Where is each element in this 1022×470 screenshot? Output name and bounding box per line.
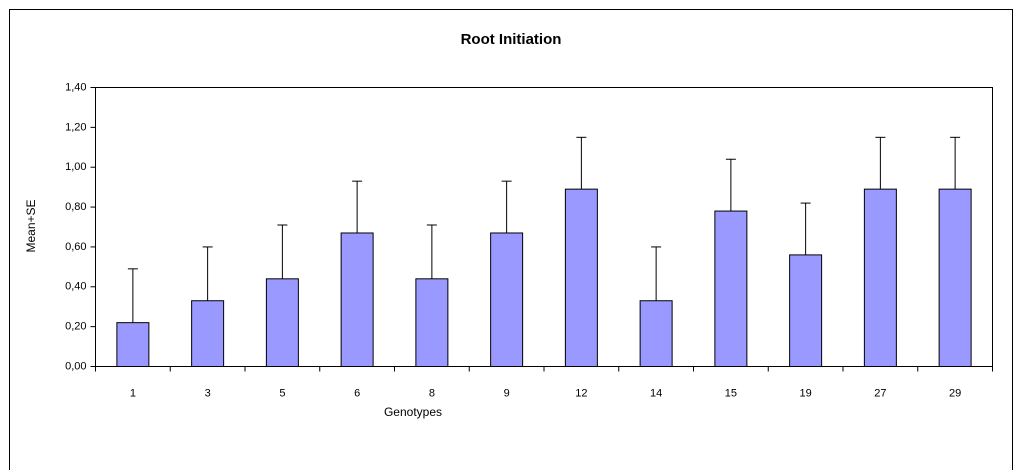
x-tick-label: 9: [504, 387, 510, 399]
bar: [938, 188, 972, 367]
error-bar: [127, 268, 138, 323]
bar: [863, 188, 897, 367]
error-bar: [277, 224, 288, 279]
bar: [490, 232, 524, 367]
chart-title: Root Initiation: [461, 31, 562, 48]
error-bar: [875, 136, 886, 190]
y-tick-label: 0,40: [65, 281, 86, 293]
error-bar: [800, 202, 811, 255]
y-tick-label: 1,40: [65, 81, 86, 93]
plot-area: [95, 87, 993, 367]
error-bar: [501, 180, 512, 233]
bar: [564, 188, 598, 367]
bar: [340, 232, 374, 367]
y-tick-label: 1,20: [65, 121, 86, 133]
x-tick-label: 14: [650, 387, 662, 399]
y-tick-label: 0,60: [65, 241, 86, 253]
error-bar: [651, 246, 662, 301]
x-tick-label: 6: [354, 387, 360, 399]
y-axis-title: Mean+SE: [24, 199, 38, 252]
error-bar: [202, 246, 213, 301]
chart-border: [9, 9, 1013, 470]
bar: [639, 300, 673, 367]
error-bar: [950, 136, 961, 190]
bar: [116, 322, 150, 367]
x-tick-label: 12: [575, 387, 587, 399]
bar: [415, 278, 449, 368]
x-tick-label: 19: [800, 387, 812, 399]
x-tick-label: 1: [130, 387, 136, 399]
error-bar: [352, 180, 363, 233]
bar: [789, 254, 823, 367]
bar: [191, 300, 225, 367]
y-tick-label: 0,20: [65, 321, 86, 333]
y-tick-label: 0,00: [65, 360, 86, 372]
bar: [265, 278, 299, 368]
x-tick-label: 5: [279, 387, 285, 399]
error-bar: [725, 158, 736, 212]
x-tick-label: 3: [205, 387, 211, 399]
error-bar: [426, 224, 437, 279]
y-tick-label: 1,00: [65, 161, 86, 173]
x-tick-label: 29: [949, 387, 961, 399]
bar: [714, 210, 748, 367]
x-tick-label: 8: [429, 387, 435, 399]
y-tick-label: 0,80: [65, 201, 86, 213]
x-tick-label: 27: [874, 387, 886, 399]
x-axis-title: Genotypes: [384, 405, 442, 419]
error-bar: [576, 136, 587, 190]
x-tick-label: 15: [725, 387, 737, 399]
